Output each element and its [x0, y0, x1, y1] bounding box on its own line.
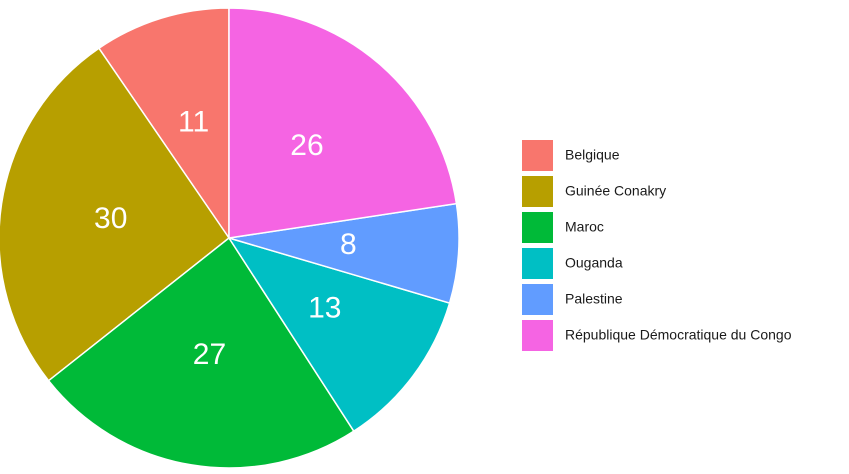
legend-swatch: [522, 212, 553, 243]
slice-label: 30: [94, 202, 127, 235]
legend-label: République Démocratique du Congo: [565, 327, 792, 343]
slice-label: 13: [308, 292, 341, 325]
legend-swatch: [522, 176, 553, 207]
legend-label: Belgique: [565, 147, 620, 163]
slice-label: 11: [178, 106, 209, 139]
legend-swatch: [522, 248, 553, 279]
legend-label: Ouganda: [565, 255, 623, 271]
pie-slice: [0, 47, 231, 382]
legend-label: Maroc: [565, 219, 604, 235]
legend-label: Guinée Conakry: [565, 183, 666, 199]
legend-swatch: [522, 284, 553, 315]
legend-label: Palestine: [565, 291, 623, 307]
slice-label: 8: [340, 228, 357, 261]
pie-slice: [228, 7, 458, 239]
pie-slice: [227, 236, 451, 433]
pie-slice: [47, 236, 355, 469]
slice-label: 26: [290, 129, 323, 162]
legend-swatch: [522, 140, 553, 171]
slice-label: 27: [193, 338, 226, 371]
legend-swatch: [522, 320, 553, 351]
pie-slice: [97, 7, 230, 241]
